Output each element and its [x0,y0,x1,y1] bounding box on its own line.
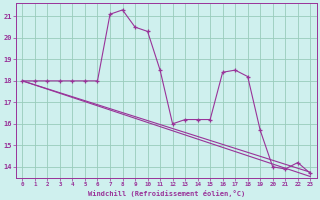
X-axis label: Windchill (Refroidissement éolien,°C): Windchill (Refroidissement éolien,°C) [88,190,245,197]
